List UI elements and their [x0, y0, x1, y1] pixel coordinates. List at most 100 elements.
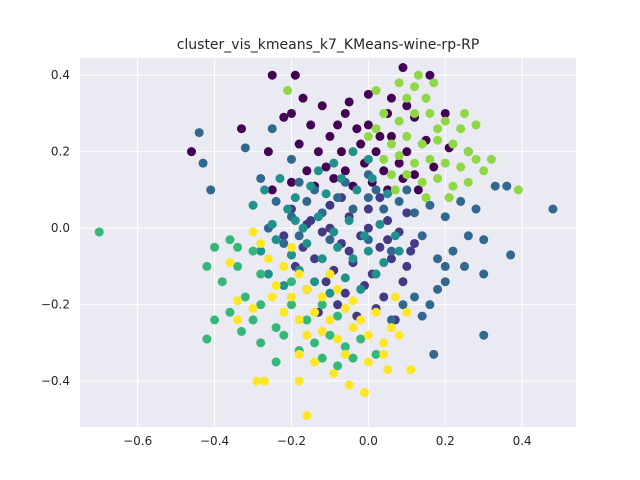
data-point — [402, 101, 412, 111]
chart-title: cluster_vis_kmeans_k7_KMeans-wine-rp-RP — [177, 37, 480, 53]
data-point — [348, 323, 358, 333]
data-point — [236, 326, 246, 336]
data-point — [386, 323, 396, 333]
data-point — [417, 311, 427, 321]
data-point — [267, 292, 277, 302]
data-point — [294, 376, 304, 386]
data-point — [302, 284, 312, 294]
y-tick-label: 0.4 — [51, 68, 70, 82]
data-point — [433, 284, 443, 294]
data-point — [410, 238, 420, 248]
data-point — [286, 108, 296, 118]
data-point — [459, 108, 469, 118]
data-point — [402, 170, 412, 180]
data-point — [267, 185, 277, 195]
data-point — [379, 349, 389, 359]
data-point — [275, 173, 285, 183]
data-point — [321, 189, 331, 199]
data-point — [302, 330, 312, 340]
data-point — [344, 216, 354, 226]
data-point — [271, 323, 281, 333]
data-point — [294, 177, 304, 187]
data-point — [367, 173, 377, 183]
data-point — [279, 112, 289, 122]
data-point — [294, 349, 304, 359]
data-point — [383, 235, 393, 245]
data-point — [283, 86, 293, 96]
x-tick-label: 0.2 — [436, 434, 455, 448]
data-point — [425, 154, 435, 164]
data-point — [348, 353, 358, 363]
data-point — [363, 204, 373, 214]
data-point — [429, 78, 439, 88]
data-point — [271, 357, 281, 367]
data-point — [348, 204, 358, 214]
data-point — [263, 269, 273, 279]
data-point — [363, 330, 373, 340]
data-point — [94, 227, 104, 237]
data-point — [425, 200, 435, 210]
data-point — [302, 166, 312, 176]
data-point — [248, 200, 258, 210]
gridlines — [80, 58, 576, 427]
data-point — [348, 296, 358, 306]
data-point — [233, 261, 243, 271]
data-point — [248, 246, 258, 256]
data-point — [233, 315, 243, 325]
data-point — [217, 277, 227, 287]
data-point — [333, 361, 343, 371]
data-point — [256, 173, 266, 183]
data-point — [402, 131, 412, 141]
data-point — [363, 193, 373, 203]
y-tick-label: 0.2 — [51, 145, 70, 159]
data-point — [298, 93, 308, 103]
data-point — [336, 173, 346, 183]
data-point — [340, 273, 350, 283]
data-point — [340, 342, 350, 352]
data-point — [402, 185, 412, 195]
data-point — [394, 158, 404, 168]
data-point — [463, 231, 473, 241]
data-point — [329, 158, 339, 168]
data-point — [394, 116, 404, 126]
data-point — [413, 185, 423, 195]
data-point — [375, 131, 385, 141]
data-point — [290, 216, 300, 226]
data-point — [290, 193, 300, 203]
data-point — [433, 124, 443, 134]
y-tick-label: −0.2 — [41, 298, 70, 312]
data-point — [398, 277, 408, 287]
data-point — [386, 254, 396, 264]
cluster-series-6 — [225, 227, 416, 421]
data-point — [386, 131, 396, 141]
data-point — [371, 86, 381, 96]
data-point — [410, 170, 420, 180]
data-point — [371, 147, 381, 157]
data-point — [383, 365, 393, 375]
data-point — [394, 151, 404, 161]
data-point — [302, 238, 312, 248]
data-point — [456, 162, 466, 172]
data-point — [340, 303, 350, 313]
data-point — [348, 254, 358, 264]
data-point — [440, 158, 450, 168]
cluster-series-5 — [283, 70, 523, 203]
data-point — [402, 147, 412, 157]
data-point — [356, 284, 366, 294]
data-point — [386, 246, 396, 256]
data-point — [375, 219, 385, 229]
data-point — [294, 269, 304, 279]
data-point — [360, 388, 370, 398]
data-point — [386, 170, 396, 180]
data-point — [371, 349, 381, 359]
cluster-series-2 — [194, 124, 558, 359]
data-point — [333, 120, 343, 130]
data-point — [490, 181, 500, 191]
data-point — [402, 208, 412, 218]
data-point — [279, 231, 289, 241]
data-point — [202, 334, 212, 344]
data-point — [363, 120, 373, 130]
data-point — [271, 196, 281, 206]
